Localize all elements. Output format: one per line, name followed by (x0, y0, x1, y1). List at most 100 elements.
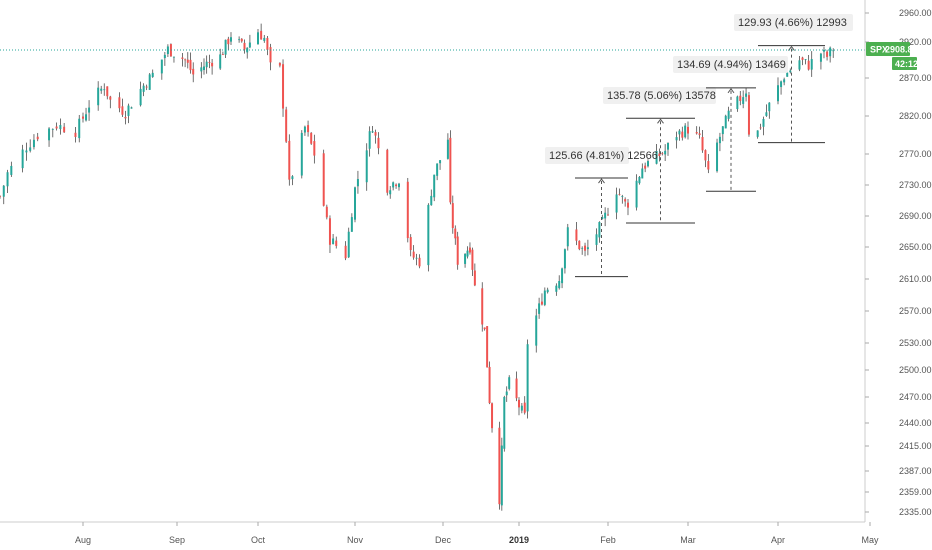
candle (260, 23, 263, 40)
candle (2, 185, 5, 205)
candle (335, 236, 338, 249)
candle (127, 103, 130, 124)
x-tick-label: 2019 (509, 535, 529, 545)
candle (368, 126, 371, 157)
candle (310, 132, 313, 145)
measurement-label: 135.78 (5.06%) 13578 (607, 90, 716, 102)
candle (736, 95, 739, 112)
candle (581, 246, 584, 255)
y-tick-label: 2335.00 (899, 507, 932, 517)
candle (288, 134, 291, 186)
candle (481, 282, 484, 332)
candle (701, 129, 704, 153)
candle (291, 175, 294, 186)
candle (32, 134, 35, 150)
candle (678, 129, 681, 141)
candle (607, 207, 609, 216)
y-tick-label: 2470.00 (899, 392, 932, 402)
candle (747, 91, 750, 137)
candle (635, 174, 638, 211)
candle (627, 199, 629, 216)
candle (578, 240, 581, 251)
x-tick-label: Feb (600, 535, 616, 545)
candle (142, 83, 145, 97)
candle (282, 59, 285, 117)
measurement-label: 134.69 (4.94%) 13469 (677, 59, 786, 71)
candle (727, 106, 730, 122)
candle (139, 81, 142, 107)
countdown-value: 42:12 (895, 59, 918, 69)
candle (365, 143, 368, 191)
candle (759, 123, 762, 130)
candle (503, 395, 506, 452)
candle (515, 371, 518, 402)
candle (230, 32, 232, 45)
candle (454, 225, 457, 245)
candle (739, 91, 742, 106)
y-tick-label: 2570.00 (899, 306, 932, 316)
candle (332, 234, 335, 245)
y-tick-label: 2415.00 (899, 441, 932, 451)
candle (508, 375, 511, 391)
candle (100, 85, 103, 94)
candle (595, 228, 598, 251)
candle (721, 126, 724, 142)
candle (742, 90, 745, 109)
candle (675, 131, 678, 149)
candle (118, 92, 121, 113)
candle (667, 142, 669, 156)
x-tick-label: May (861, 535, 879, 545)
y-tick-label: 2920.00 (899, 37, 932, 47)
candle (446, 133, 449, 160)
last-price-value: 2908.86 (885, 45, 918, 55)
candle (392, 181, 395, 191)
candle (59, 118, 62, 135)
candle (789, 68, 792, 74)
candle (406, 177, 409, 243)
candle (823, 46, 825, 59)
candle (535, 308, 538, 353)
candle (415, 253, 418, 266)
candle (586, 239, 589, 256)
y-tick-label: 2440.00 (899, 418, 932, 428)
candle (558, 275, 561, 290)
candle (313, 134, 316, 164)
candle (248, 34, 251, 49)
candle (563, 248, 566, 274)
y-tick-label: 2610.00 (899, 274, 932, 284)
candle (36, 132, 39, 142)
measurement-label: 125.66 (4.81%) 12566 (549, 150, 658, 162)
candle (798, 55, 801, 72)
candle (303, 125, 306, 136)
candle (328, 215, 331, 254)
candle (398, 182, 400, 191)
candle (456, 231, 459, 270)
candle (51, 128, 54, 138)
candle (200, 62, 203, 79)
candle (300, 130, 303, 179)
y-tick-label: 2359.00 (899, 487, 932, 497)
candle (6, 169, 9, 193)
candle (810, 51, 813, 77)
countdown-tag: 42:12 (892, 57, 918, 70)
y-tick-label: 2387.00 (899, 466, 932, 476)
candle (160, 59, 163, 80)
candle (716, 138, 719, 173)
y-tick-label: 2730.00 (899, 180, 932, 190)
candle (433, 174, 436, 202)
candle (322, 149, 325, 207)
candle (829, 46, 832, 63)
y-tick-label: 2960.00 (899, 8, 932, 18)
candle (347, 227, 350, 259)
candle-series (0, 23, 835, 511)
candle (451, 195, 454, 234)
candle (344, 241, 347, 261)
candle (189, 52, 192, 74)
x-tick-label: Apr (771, 535, 785, 545)
candle (163, 52, 166, 66)
candle (82, 112, 84, 123)
candle (103, 83, 106, 96)
x-tick-label: Dec (435, 535, 452, 545)
y-tick-label: 2820.00 (899, 111, 932, 121)
